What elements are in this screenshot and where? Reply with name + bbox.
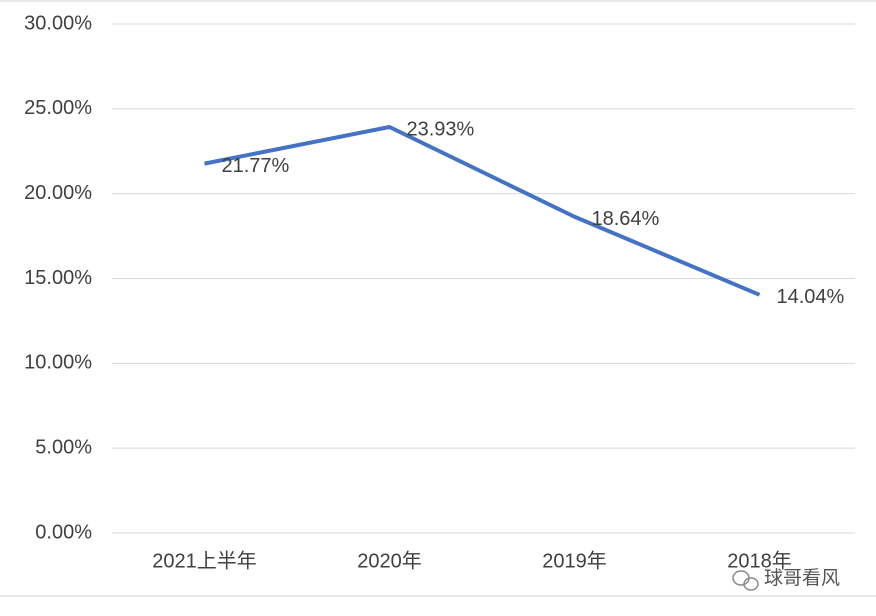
y-tick-label: 30.00% bbox=[24, 12, 92, 34]
x-tick-label: 2020年 bbox=[357, 549, 422, 572]
data-label: 21.77% bbox=[222, 155, 290, 177]
watermark-icon bbox=[732, 570, 759, 591]
x-tick-label: 2021上半年 bbox=[152, 549, 257, 572]
data-label: 18.64% bbox=[592, 208, 660, 230]
y-tick-label: 5.00% bbox=[35, 436, 92, 458]
y-tick-label: 0.00% bbox=[35, 521, 92, 543]
x-tick-label: 2018年 bbox=[727, 549, 792, 572]
line-series bbox=[204, 124, 761, 297]
y-tick-label: 20.00% bbox=[24, 182, 92, 204]
y-tick-label: 15.00% bbox=[24, 267, 92, 289]
y-tick-label: 10.00% bbox=[24, 352, 92, 374]
y-tick-label: 25.00% bbox=[24, 97, 92, 119]
watermark: 球哥看风 bbox=[764, 567, 840, 589]
data-label: 23.93% bbox=[407, 118, 475, 140]
data-label: 14.04% bbox=[777, 286, 845, 308]
x-tick-label: 2019年 bbox=[542, 549, 607, 572]
